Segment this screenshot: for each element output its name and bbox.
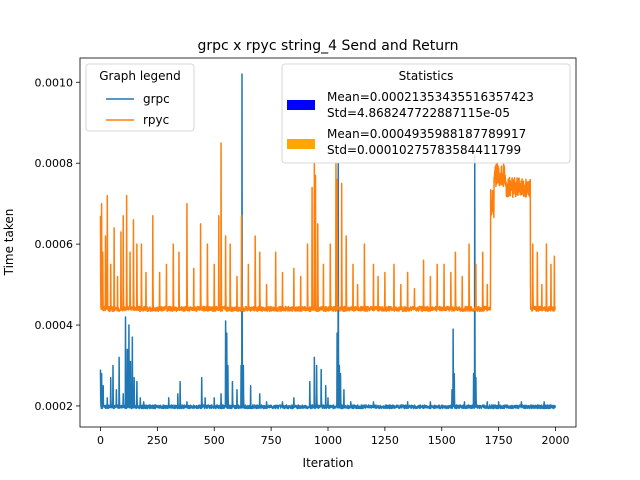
y-tick-label: 0.0008 xyxy=(35,157,74,170)
chart-title: grpc x rpyc string_4 Send and Return xyxy=(198,38,459,54)
statistics-title: Statistics xyxy=(399,69,454,83)
stat-swatch-rpyc xyxy=(287,139,315,149)
y-tick-label: 0.0004 xyxy=(35,319,74,332)
y-tick-label: 0.0006 xyxy=(35,238,74,251)
x-tick-label: 0 xyxy=(97,434,104,447)
x-tick-label: 250 xyxy=(147,434,168,447)
series-line-grpc xyxy=(99,73,557,410)
x-tick-label: 1500 xyxy=(428,434,456,447)
stat-mean-rpyc: Mean=0.0004935988187789917 xyxy=(327,127,526,141)
series-layer xyxy=(99,73,557,410)
y-axis: 0.0002 0.0004 0.0006 0.0008 0.0010 xyxy=(35,76,80,413)
x-tick-label: 1000 xyxy=(314,434,342,447)
statistics-frame xyxy=(281,63,571,164)
series-line-rpyc xyxy=(99,142,557,313)
legend-frame xyxy=(85,63,195,132)
statistics-box[interactable]: Statistics Mean=0.00021353435516357423 S… xyxy=(281,63,571,164)
y-tick-label: 0.0010 xyxy=(35,76,74,89)
stat-std-rpyc: Std=0.00010275783584411799 xyxy=(327,143,521,157)
x-tick-label: 500 xyxy=(204,434,225,447)
x-tick-label: 1250 xyxy=(371,434,399,447)
x-tick-label: 1750 xyxy=(485,434,513,447)
stat-swatch-grpc xyxy=(287,100,315,110)
y-tick-label: 0.0002 xyxy=(35,400,74,413)
x-axis-label: Iteration xyxy=(303,456,354,470)
legend-label-grpc: grpc xyxy=(143,92,170,106)
legend-label-rpyc: rpyc xyxy=(143,113,169,127)
stat-std-grpc: Std=4.868247722887115e-05 xyxy=(327,106,510,120)
plot-area xyxy=(99,73,557,410)
x-tick-label: 750 xyxy=(261,434,282,447)
x-axis: 0 250 500 750 1000 1250 1500 1750 2000 xyxy=(97,427,570,447)
y-axis-label: Time taken xyxy=(2,209,16,277)
legend[interactable]: Graph legend grpc rpyc xyxy=(85,63,195,132)
x-tick-label: 2000 xyxy=(542,434,570,447)
legend-title: Graph legend xyxy=(99,69,181,83)
stat-mean-grpc: Mean=0.00021353435516357423 xyxy=(327,90,534,104)
